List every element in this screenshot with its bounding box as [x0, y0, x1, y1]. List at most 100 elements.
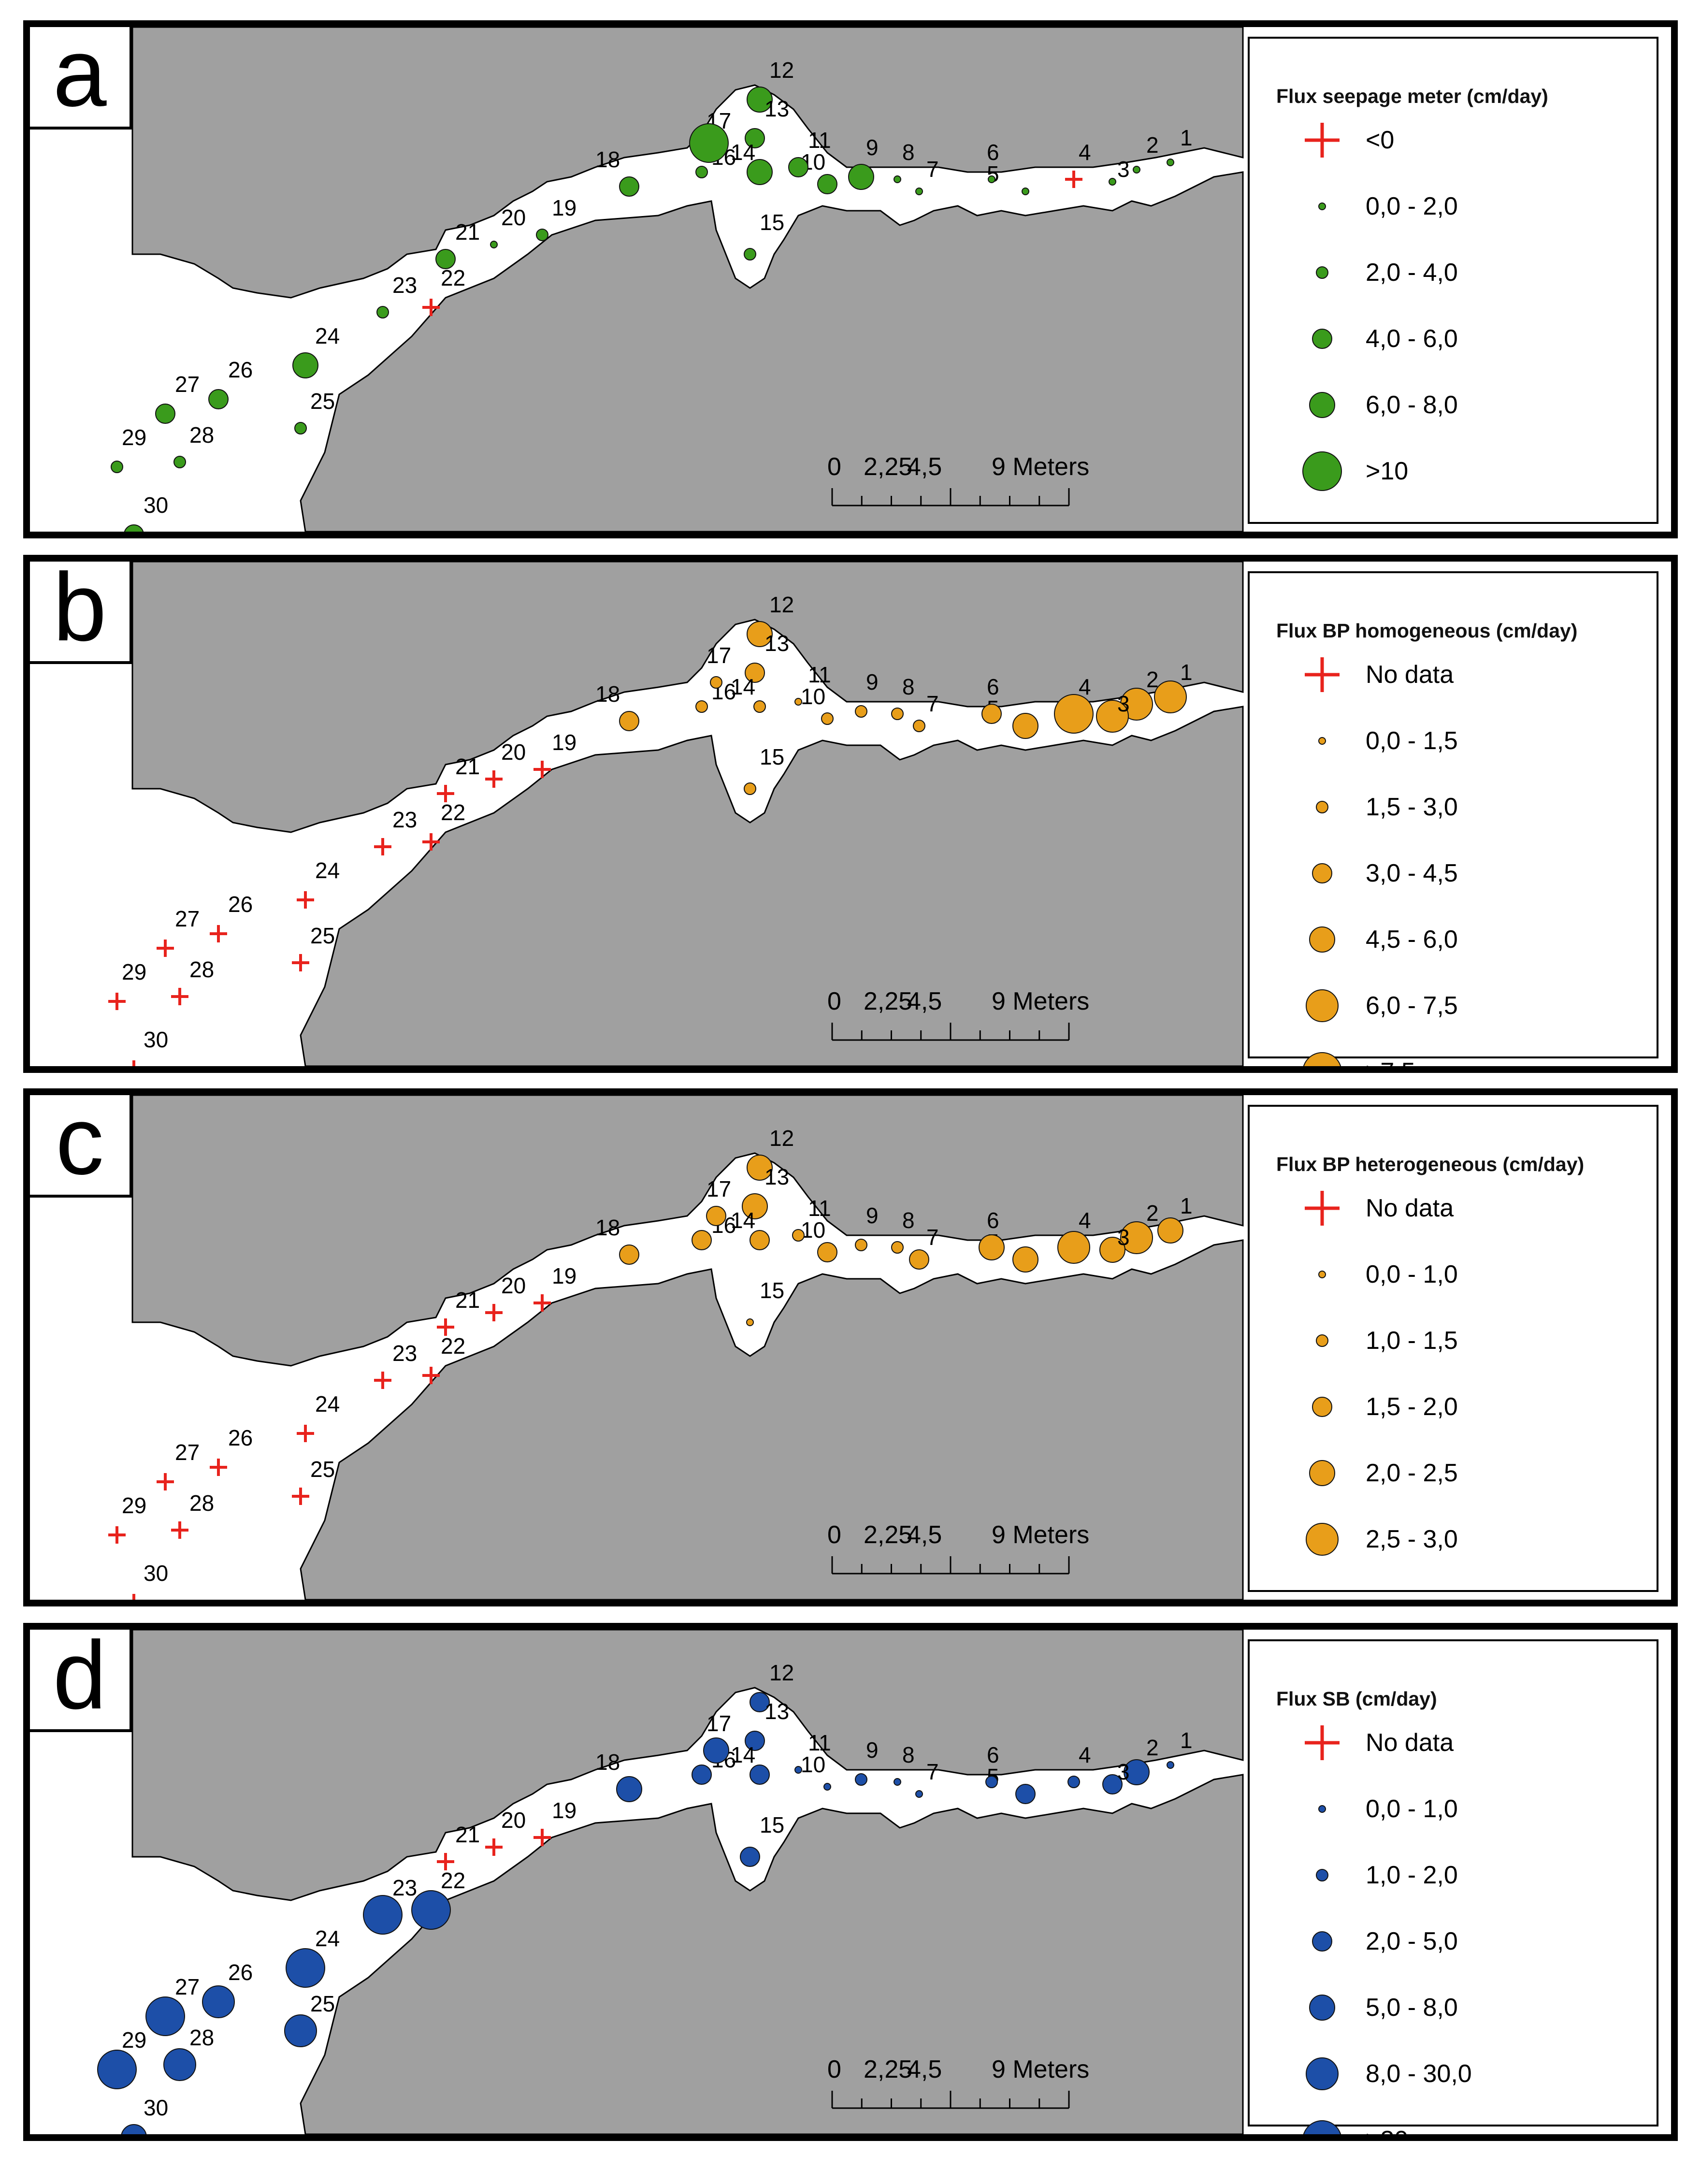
station-label-4: 4	[1079, 140, 1091, 165]
station-marker-26	[202, 1985, 235, 2018]
scale-label: 0	[827, 1521, 841, 1549]
station-marker-8	[891, 1241, 904, 1254]
station-marker-26	[208, 389, 229, 409]
station-label-13: 13	[764, 1699, 789, 1724]
station-label-20: 20	[501, 205, 526, 230]
scale-label: 0	[827, 453, 841, 481]
legend-item: 0,0 - 2,0	[1250, 177, 1660, 235]
station-label-1: 1	[1180, 660, 1193, 685]
scale-label: 2,25	[864, 453, 913, 481]
station-label-13: 13	[764, 96, 789, 121]
legend-label: >10	[1366, 457, 1409, 485]
station-label-26: 26	[228, 1425, 253, 1450]
station-label-22: 22	[441, 800, 465, 825]
legend-item: 6,0 - 7,5	[1250, 977, 1660, 1035]
station-label-12: 12	[769, 592, 794, 617]
scale-label: 4,5	[907, 453, 942, 481]
station-marker-4	[1054, 694, 1094, 734]
station-marker-24	[297, 1425, 314, 1442]
panel-letter: b	[30, 562, 132, 664]
legend-item: 4,5 - 6,0	[1250, 911, 1660, 969]
station-label-10: 10	[801, 684, 825, 709]
station-label-17: 17	[706, 643, 731, 668]
station-label-30: 30	[144, 1027, 168, 1052]
station-label-24: 24	[315, 858, 340, 883]
legend-circle-symbol	[1293, 1312, 1351, 1370]
station-marker-1	[1157, 1217, 1183, 1244]
station-marker-16b	[689, 123, 729, 163]
station-marker-25	[294, 422, 307, 434]
station-label-27: 27	[175, 906, 200, 931]
station-marker-30	[124, 524, 144, 532]
station-label-10: 10	[801, 1217, 825, 1243]
land-area-north	[131, 562, 1244, 833]
legend-circle-symbol	[1293, 712, 1351, 770]
station-marker-1	[1154, 680, 1187, 713]
station-marker-8	[894, 175, 901, 183]
station-label-26: 26	[228, 892, 253, 917]
legend-item: 6,0 - 8,0	[1250, 376, 1660, 434]
legend: Flux BP homogeneous (cm/day) No data 0,0 -…	[1248, 571, 1660, 1066]
scale-label: 2,25	[864, 987, 913, 1015]
station-marker-30	[132, 1060, 135, 1066]
station-label-8: 8	[902, 674, 915, 699]
land-area-north	[131, 1095, 1244, 1367]
station-marker-18	[616, 1776, 642, 1802]
legend-cross-symbol	[1293, 646, 1351, 704]
legend-label: 2,0 - 4,0	[1366, 259, 1458, 287]
station-label-4: 4	[1079, 1208, 1091, 1233]
scale-label: 4,5	[907, 987, 942, 1015]
station-label-22: 22	[441, 1868, 465, 1893]
station-marker-11	[788, 157, 808, 177]
legend-item: >7,5	[1250, 1043, 1660, 1066]
station-label-28: 28	[189, 2025, 214, 2050]
scale-label: 9 Meters	[992, 453, 1090, 481]
station-marker-10	[823, 1783, 831, 1791]
station-label-20: 20	[501, 1273, 526, 1298]
legend-label: 2,0 - 2,5	[1366, 1459, 1458, 1487]
station-label-3: 3	[1117, 1225, 1130, 1250]
legend: Flux seepage meter (cm/day) <0 0,0 - 2,0 2,…	[1248, 37, 1658, 524]
station-label-18: 18	[595, 1750, 620, 1775]
legend-circle-symbol	[1293, 376, 1351, 434]
station-label-29: 29	[122, 425, 146, 450]
station-label-17: 17	[706, 1711, 731, 1736]
map-canvas: 1234567891011121314151617181920212223242…	[108, 562, 1244, 1066]
station-label-25: 25	[310, 389, 335, 414]
legend-label: 1,0 - 1,5	[1366, 1327, 1458, 1355]
station-label-26: 26	[228, 357, 253, 382]
station-marker-1	[1167, 159, 1174, 166]
legend-circle-symbol	[1293, 778, 1351, 836]
legend-item: No data	[1250, 1179, 1660, 1237]
station-label-19: 19	[552, 730, 577, 755]
station-marker-9	[855, 1239, 867, 1251]
station-marker-21	[437, 785, 454, 802]
station-marker-18	[619, 176, 639, 197]
legend-item: 0,0 - 1,5	[1250, 712, 1660, 770]
station-label-7: 7	[926, 157, 939, 182]
station-label-17: 17	[706, 1176, 731, 1201]
station-marker-21	[435, 249, 456, 269]
station-marker-11	[792, 1229, 805, 1242]
legend-item: 2,0 - 4,0	[1250, 244, 1660, 302]
station-marker-12	[747, 621, 773, 647]
station-marker-27	[157, 1473, 174, 1490]
station-label-24: 24	[315, 1391, 340, 1417]
station-label-29: 29	[122, 2027, 146, 2053]
station-marker-3	[1102, 1774, 1123, 1794]
legend-label: 5,0 - 8,0	[1366, 1994, 1458, 2022]
station-marker-19	[533, 1294, 551, 1312]
station-label-18: 18	[595, 147, 620, 172]
station-marker-24	[297, 891, 314, 909]
station-label-9: 9	[866, 669, 879, 694]
station-marker-27	[157, 940, 174, 957]
station-label-21: 21	[455, 1822, 480, 1847]
station-label-8: 8	[902, 1208, 915, 1233]
station-label-19: 19	[552, 195, 577, 220]
station-marker-17	[710, 676, 722, 689]
legend-circle-symbol	[1293, 1780, 1351, 1838]
station-label-13: 13	[764, 1164, 789, 1189]
station-label-18: 18	[595, 681, 620, 707]
legend-label: 0,0 - 1,5	[1366, 727, 1458, 755]
station-label-26: 26	[228, 1960, 253, 1985]
